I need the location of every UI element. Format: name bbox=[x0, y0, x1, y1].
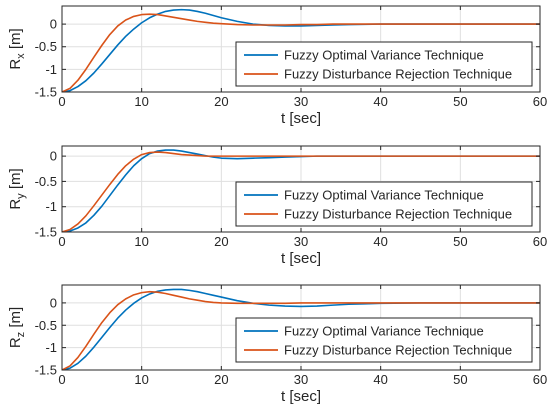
x-tick-label: 0 bbox=[58, 94, 65, 109]
series-line-2 bbox=[62, 151, 540, 232]
legend-label-1: Fuzzy Optimal Variance Technique bbox=[284, 188, 484, 203]
subplot-2: 0 10 20 30 40 50 60 -1.5 -1 -0.5 0 t [sec] Ry [m] Fuz… bbox=[7, 145, 547, 267]
y-tick-label: -1.5 bbox=[35, 85, 57, 100]
y-tick-label: -0.5 bbox=[35, 39, 57, 54]
y-axis-label-subscript: z bbox=[15, 332, 27, 338]
x-tick-label: 10 bbox=[134, 234, 148, 249]
legend-box bbox=[235, 41, 533, 87]
x-axis-label: t [sec] bbox=[281, 250, 321, 267]
x-tick-label: 40 bbox=[373, 94, 387, 109]
series-line-1 bbox=[62, 288, 540, 370]
y-axis-label-main: R bbox=[7, 59, 24, 70]
x-tick-label: 30 bbox=[294, 372, 308, 387]
x-axis-label: t [sec] bbox=[281, 388, 321, 405]
y-axis-label-unit: [m] bbox=[7, 28, 24, 53]
y-tick-label: -0.5 bbox=[35, 318, 57, 333]
y-axis-label-main: R bbox=[7, 337, 24, 348]
subplot-3: 0 10 20 30 40 50 60 -1.5 -1 -0.5 0 t [sec] Rz [m] Fuz… bbox=[7, 284, 547, 405]
legend-box bbox=[235, 181, 533, 227]
y-axis-label: Ry [m] bbox=[7, 168, 27, 209]
y-tick-label: 0 bbox=[50, 295, 57, 310]
x-tick-label: 30 bbox=[294, 234, 308, 249]
y-tick-label: -0.5 bbox=[35, 174, 57, 189]
y-tick-label: -1 bbox=[45, 340, 57, 355]
x-tick-label: 50 bbox=[453, 94, 467, 109]
y-axis-label-main: R bbox=[7, 199, 24, 210]
y-axis-label: Rx [m] bbox=[7, 28, 27, 69]
x-tick-label: 20 bbox=[214, 372, 228, 387]
subplot-1: 0 10 20 30 40 50 60 -1.5 -1 -0.5 0 t [sec] Rx [m] Fuz… bbox=[7, 5, 547, 127]
series-line-2 bbox=[62, 13, 540, 92]
y-tick-label: 0 bbox=[50, 17, 57, 32]
y-tick-label: -1 bbox=[45, 199, 57, 214]
y-axis-label-unit: [m] bbox=[7, 168, 24, 193]
x-tick-label: 40 bbox=[373, 234, 387, 249]
y-axis-label-unit: [m] bbox=[7, 307, 24, 332]
y-tick-label: -1 bbox=[45, 62, 57, 77]
x-tick-label: 60 bbox=[533, 94, 547, 109]
x-tick-label: 60 bbox=[533, 234, 547, 249]
legend-box bbox=[235, 317, 533, 363]
legend: Fuzzy Optimal Variance Technique Fuzzy Di… bbox=[235, 181, 533, 227]
x-tick-label: 0 bbox=[58, 234, 65, 249]
y-axis-label-subscript: y bbox=[15, 193, 27, 199]
x-axis-label: t [sec] bbox=[281, 110, 321, 127]
y-tick-label: -1.5 bbox=[35, 363, 57, 378]
x-tick-label: 50 bbox=[453, 372, 467, 387]
legend: Fuzzy Optimal Variance Technique Fuzzy Di… bbox=[235, 317, 533, 363]
x-tick-label: 0 bbox=[58, 372, 65, 387]
y-tick-label: -1.5 bbox=[35, 225, 57, 240]
x-tick-label: 10 bbox=[134, 94, 148, 109]
x-tick-label: 30 bbox=[294, 94, 308, 109]
x-tick-label: 50 bbox=[453, 234, 467, 249]
legend-label-2: Fuzzy Disturbance Rejection Technique bbox=[284, 207, 512, 222]
legend-label-2: Fuzzy Disturbance Rejection Technique bbox=[284, 67, 512, 82]
x-tick-label: 20 bbox=[214, 94, 228, 109]
legend-label-1: Fuzzy Optimal Variance Technique bbox=[284, 48, 484, 63]
y-tick-label: 0 bbox=[50, 149, 57, 164]
y-axis-label-subscript: x bbox=[15, 53, 27, 59]
x-tick-label: 10 bbox=[134, 372, 148, 387]
y-axis-label: Rz [m] bbox=[7, 307, 27, 348]
legend-label-2: Fuzzy Disturbance Rejection Technique bbox=[284, 343, 512, 358]
x-tick-label: 40 bbox=[373, 372, 387, 387]
x-tick-label: 60 bbox=[533, 372, 547, 387]
legend-label-1: Fuzzy Optimal Variance Technique bbox=[284, 324, 484, 339]
x-tick-label: 20 bbox=[214, 234, 228, 249]
series-line-2 bbox=[62, 290, 540, 370]
legend: Fuzzy Optimal Variance Technique Fuzzy Di… bbox=[235, 41, 533, 87]
